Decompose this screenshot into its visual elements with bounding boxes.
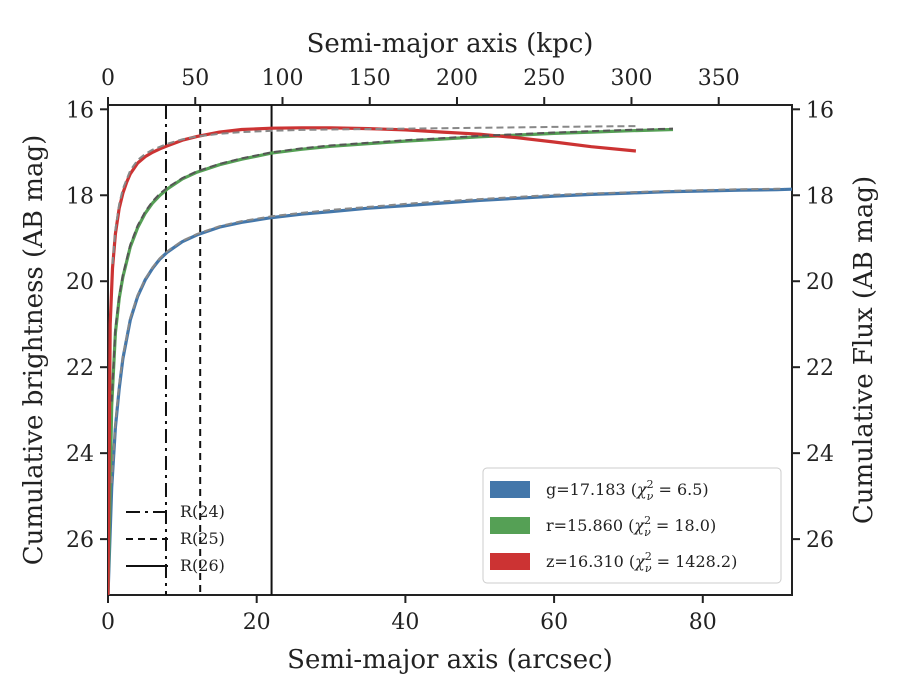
model-line — [111, 125, 636, 265]
series-legend-frame — [482, 467, 782, 584]
top-x-tick-label: 350 — [698, 66, 740, 91]
y-tick-label-left: 16 — [66, 98, 94, 123]
model-line — [110, 187, 785, 484]
y-tick-label-left: 22 — [66, 356, 94, 381]
y-tick-label-right: 16 — [806, 98, 834, 123]
reference-legend-label: R(25) — [180, 529, 225, 548]
reference-lines — [164, 105, 273, 595]
y-tick-label-left: 20 — [66, 270, 94, 295]
x-tick-label: 60 — [540, 610, 568, 635]
left-axis-title: Cumulative brightness (AB mag) — [19, 135, 49, 566]
series-legend: g=17.183 (χ2 ν = 6.5) r=15.860 (χ2 ν = 18.0… — [482, 467, 782, 584]
reference-lines-legend: R(24) R(25) R(26) — [126, 502, 225, 575]
model-layer — [110, 125, 785, 484]
series-legend-swatch — [490, 553, 530, 570]
series-legend-label: g=17.183 (χ2 ν = 6.5) — [546, 478, 709, 503]
y-tick-label-right: 20 — [806, 270, 834, 295]
bottom-axis-title: Semi-major axis (arcsec) — [287, 645, 613, 675]
y-tick-label-right: 18 — [806, 184, 834, 209]
y-tick-label-right: 26 — [806, 528, 834, 553]
top-x-tick-label: 300 — [610, 66, 652, 91]
y-tick-label-left: 18 — [66, 184, 94, 209]
series-legend-swatch — [490, 481, 530, 498]
top-x-tick-label: 200 — [436, 66, 478, 91]
axis-ticks: 0 20 40 60 80 0 50 100 150 200 250 300 350 16 16 18 18 20… — [66, 66, 834, 635]
reference-legend-label: R(26) — [180, 556, 225, 575]
model-line — [110, 127, 674, 402]
series-legend-swatch — [490, 517, 530, 534]
y-tick-label-right: 22 — [806, 356, 834, 381]
y-tick-label-right: 24 — [806, 442, 834, 467]
y-tick-label-left: 24 — [66, 442, 94, 467]
x-tick-label: 80 — [689, 610, 717, 635]
top-axis-title: Semi-major axis (kpc) — [307, 29, 594, 59]
series-legend-label: r=15.860 (χ2 ν = 18.0) — [546, 514, 716, 539]
x-tick-label: 0 — [101, 610, 115, 635]
top-x-tick-label: 250 — [523, 66, 565, 91]
right-axis-title: Cumulative Flux (AB mag) — [849, 176, 879, 524]
x-tick-label: 40 — [391, 610, 419, 635]
top-x-tick-label: 0 — [101, 66, 115, 91]
top-x-tick-label: 150 — [349, 66, 391, 91]
y-tick-label-left: 26 — [66, 528, 94, 553]
reference-legend-label: R(24) — [180, 502, 225, 521]
series-line — [108, 187, 792, 595]
top-x-tick-label: 100 — [261, 66, 303, 91]
top-x-tick-label: 50 — [181, 66, 209, 91]
x-tick-label: 20 — [243, 610, 271, 635]
series-legend-label: z=16.310 (χ2 ν = 1428.2) — [546, 550, 737, 575]
